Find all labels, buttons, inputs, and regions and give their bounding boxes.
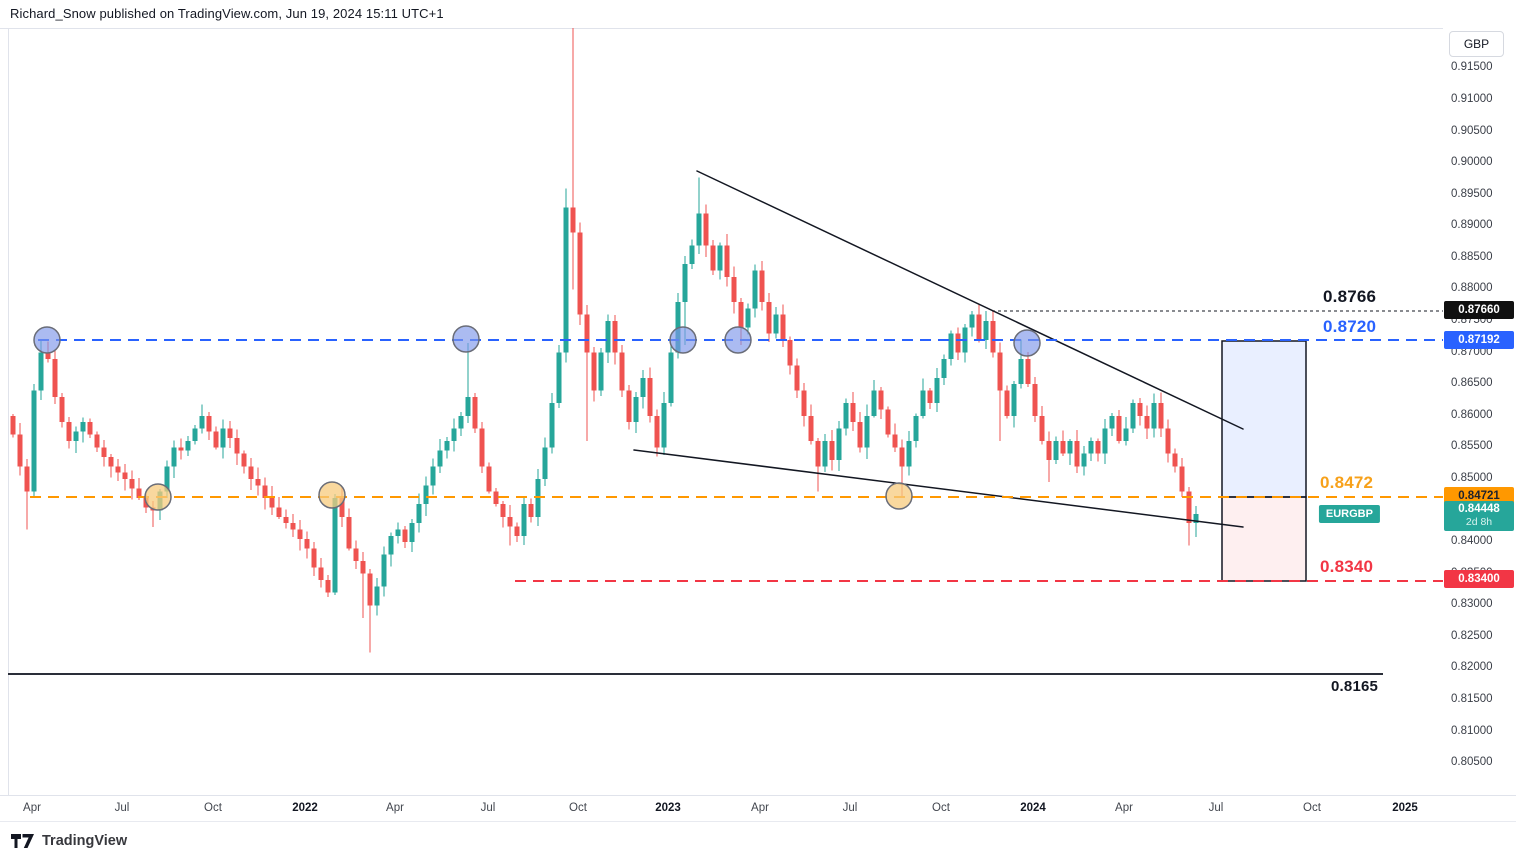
time-axis[interactable]: Apr Jul Oct 2022 Apr Jul Oct 2023 Apr Jul Oct 2024 A… bbox=[0, 795, 1516, 822]
time-tick: Jul bbox=[114, 802, 130, 814]
symbol-tag: EURGBP bbox=[1318, 504, 1380, 523]
tradingview-logo-icon bbox=[11, 833, 34, 848]
price-tick: 0.85000 bbox=[1451, 471, 1493, 484]
time-tick: 2024 bbox=[1020, 802, 1046, 814]
last-price-badge: 0.84448 2d 8h bbox=[1444, 500, 1514, 531]
time-tick: 2025 bbox=[1392, 802, 1418, 814]
price-tick: 0.81000 bbox=[1451, 724, 1493, 737]
price-level-badge: 0.87192 bbox=[1444, 330, 1514, 349]
time-tick: Jul bbox=[1208, 802, 1224, 814]
time-tick: Oct bbox=[932, 802, 950, 814]
time-tick: Oct bbox=[204, 802, 222, 814]
bar-countdown: 2d 8h bbox=[1465, 515, 1493, 528]
level-label-0.8472: 0.8472 bbox=[1320, 473, 1374, 492]
level-label-0.8720: 0.8720 bbox=[1323, 317, 1377, 336]
price-tick: 0.89500 bbox=[1451, 187, 1493, 200]
price-tick: 0.90500 bbox=[1451, 124, 1493, 137]
price-tick: 0.84000 bbox=[1451, 535, 1493, 548]
price-tick: 0.82000 bbox=[1451, 661, 1493, 674]
time-tick: Apr bbox=[386, 802, 404, 814]
price-tick: 0.87000 bbox=[1451, 345, 1493, 358]
price-level-badge: 0.87660 bbox=[1444, 300, 1514, 319]
price-tick: 0.86000 bbox=[1451, 408, 1493, 421]
price-level-badge: 0.83400 bbox=[1444, 570, 1514, 588]
time-tick: Apr bbox=[751, 802, 769, 814]
price-tick: 0.81500 bbox=[1451, 693, 1493, 705]
time-tick: Apr bbox=[1115, 802, 1133, 814]
price-tick: 0.89000 bbox=[1451, 219, 1493, 232]
price-level-badge: 0.84721 bbox=[1444, 486, 1514, 505]
level-label-0.8766: 0.8766 bbox=[1323, 287, 1377, 306]
price-tick: 0.91500 bbox=[1451, 61, 1493, 74]
plot-left-border bbox=[8, 28, 9, 795]
time-tick: Jul bbox=[480, 802, 496, 814]
price-tick: 0.82500 bbox=[1451, 629, 1493, 642]
time-tick: 2022 bbox=[292, 802, 318, 814]
time-tick: Oct bbox=[569, 802, 587, 814]
price-tick: 0.90000 bbox=[1451, 156, 1493, 169]
plot-top-border bbox=[0, 28, 1516, 29]
price-tick: 0.83000 bbox=[1451, 598, 1493, 611]
price-tick: 0.88000 bbox=[1451, 282, 1493, 295]
time-tick: Apr bbox=[23, 802, 41, 814]
time-tick: Jul bbox=[842, 802, 858, 814]
level-label-0.8340: 0.8340 bbox=[1320, 557, 1374, 576]
price-tick: 0.85500 bbox=[1451, 440, 1493, 453]
time-tick: Oct bbox=[1303, 802, 1321, 814]
price-tick: 0.88500 bbox=[1451, 250, 1493, 263]
price-tick: 0.91000 bbox=[1451, 92, 1493, 105]
time-tick: 2023 bbox=[655, 802, 681, 814]
price-tick: 0.86500 bbox=[1451, 377, 1493, 390]
currency-button[interactable]: GBP bbox=[1449, 31, 1504, 57]
last-price-value: 0.84448 bbox=[1458, 502, 1500, 515]
tradingview-logo-text: TradingView bbox=[42, 833, 128, 849]
tradingview-logo[interactable]: TradingView bbox=[10, 828, 127, 854]
level-label-0.8165: 0.8165 bbox=[1331, 678, 1379, 695]
publication-title: Richard_Snow published on TradingView.co… bbox=[10, 6, 444, 21]
price-axis[interactable]: 0.91500 0.91000 0.90500 0.90000 0.89500 0.890… bbox=[1443, 28, 1516, 795]
price-tick: 0.80500 bbox=[1451, 756, 1493, 769]
